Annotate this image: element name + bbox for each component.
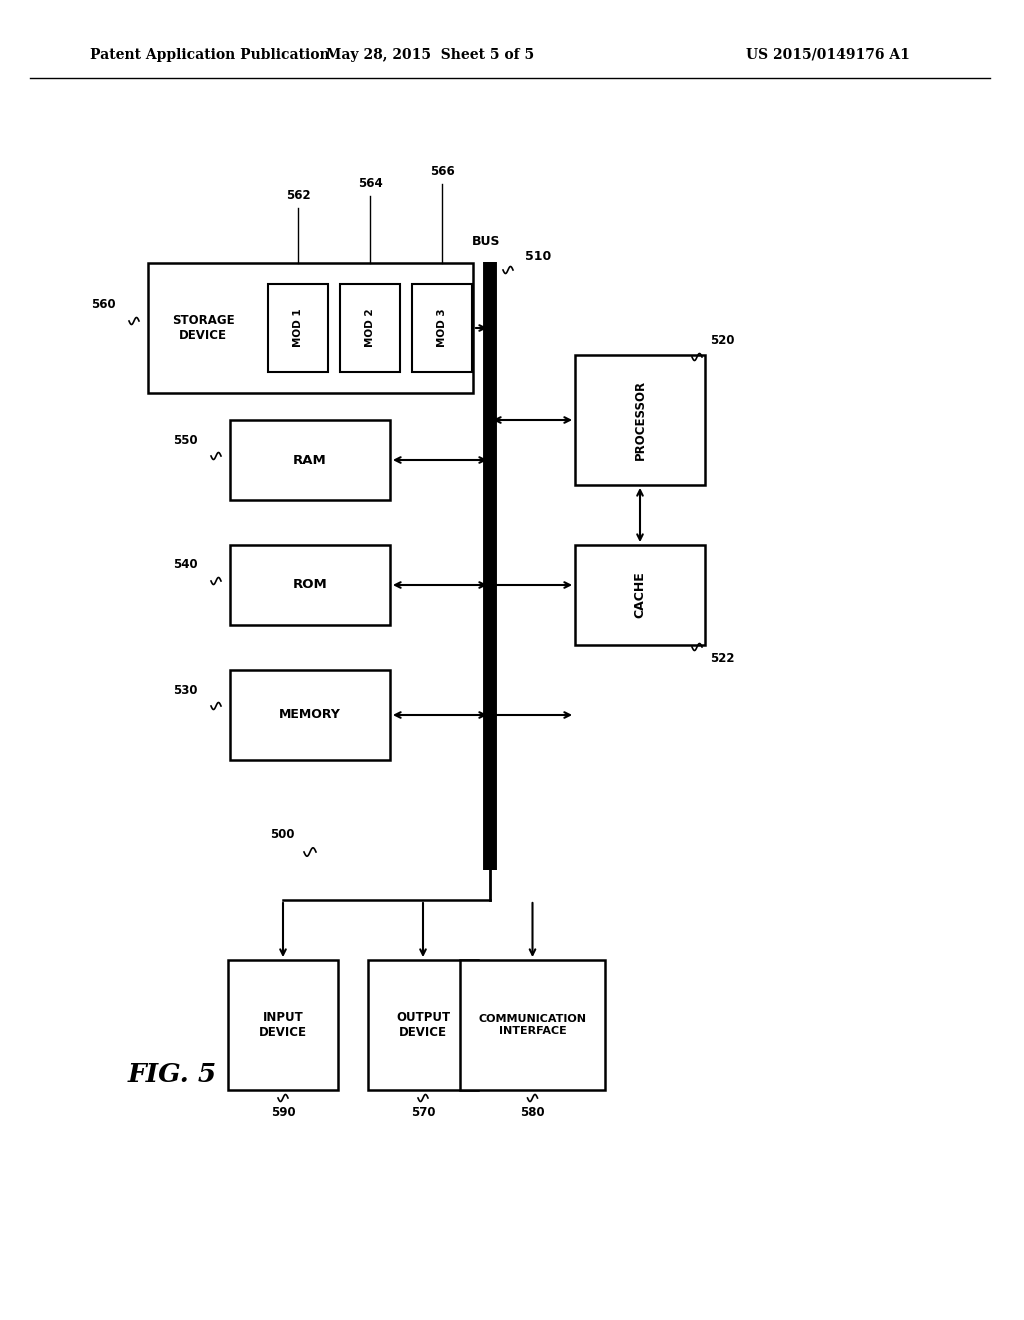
- Bar: [230, 671, 390, 760]
- Bar: [228, 960, 338, 1090]
- Text: MOD 2: MOD 2: [365, 309, 375, 347]
- Text: 580: 580: [520, 1106, 545, 1118]
- Bar: [412, 284, 472, 372]
- Text: MOD 1: MOD 1: [293, 309, 303, 347]
- Text: 530: 530: [173, 684, 198, 697]
- Bar: [575, 545, 705, 645]
- Text: 566: 566: [430, 165, 455, 178]
- Text: 522: 522: [710, 652, 734, 665]
- Text: COMMUNICATION
INTERFACE: COMMUNICATION INTERFACE: [478, 1014, 587, 1036]
- Bar: [230, 545, 390, 624]
- Bar: [268, 284, 328, 372]
- Bar: [575, 355, 705, 484]
- Text: 562: 562: [286, 189, 310, 202]
- Text: MEMORY: MEMORY: [280, 709, 341, 722]
- Text: 540: 540: [173, 558, 198, 572]
- Text: 520: 520: [710, 334, 734, 347]
- Text: RAM: RAM: [293, 454, 327, 466]
- Bar: [230, 420, 390, 500]
- Bar: [340, 284, 400, 372]
- Text: 510: 510: [525, 251, 551, 264]
- Text: PROCESSOR: PROCESSOR: [634, 380, 646, 461]
- Text: INPUT
DEVICE: INPUT DEVICE: [259, 1011, 307, 1039]
- Text: ROM: ROM: [293, 578, 328, 591]
- Text: 560: 560: [91, 298, 116, 312]
- Bar: [460, 960, 605, 1090]
- Text: 500: 500: [270, 829, 295, 842]
- Text: 590: 590: [270, 1106, 295, 1118]
- Text: CACHE: CACHE: [634, 572, 646, 618]
- Text: 550: 550: [173, 433, 198, 446]
- Text: MOD 3: MOD 3: [437, 309, 447, 347]
- Text: Patent Application Publication: Patent Application Publication: [90, 48, 330, 62]
- Text: 564: 564: [357, 177, 382, 190]
- Text: BUS: BUS: [472, 235, 501, 248]
- Bar: [148, 263, 473, 393]
- Bar: [368, 960, 478, 1090]
- Text: May 28, 2015  Sheet 5 of 5: May 28, 2015 Sheet 5 of 5: [326, 48, 535, 62]
- Text: OUTPUT
DEVICE: OUTPUT DEVICE: [396, 1011, 451, 1039]
- Text: 570: 570: [411, 1106, 435, 1118]
- Text: US 2015/0149176 A1: US 2015/0149176 A1: [746, 48, 910, 62]
- Text: FIG. 5: FIG. 5: [128, 1063, 217, 1088]
- Text: STORAGE
DEVICE: STORAGE DEVICE: [172, 314, 234, 342]
